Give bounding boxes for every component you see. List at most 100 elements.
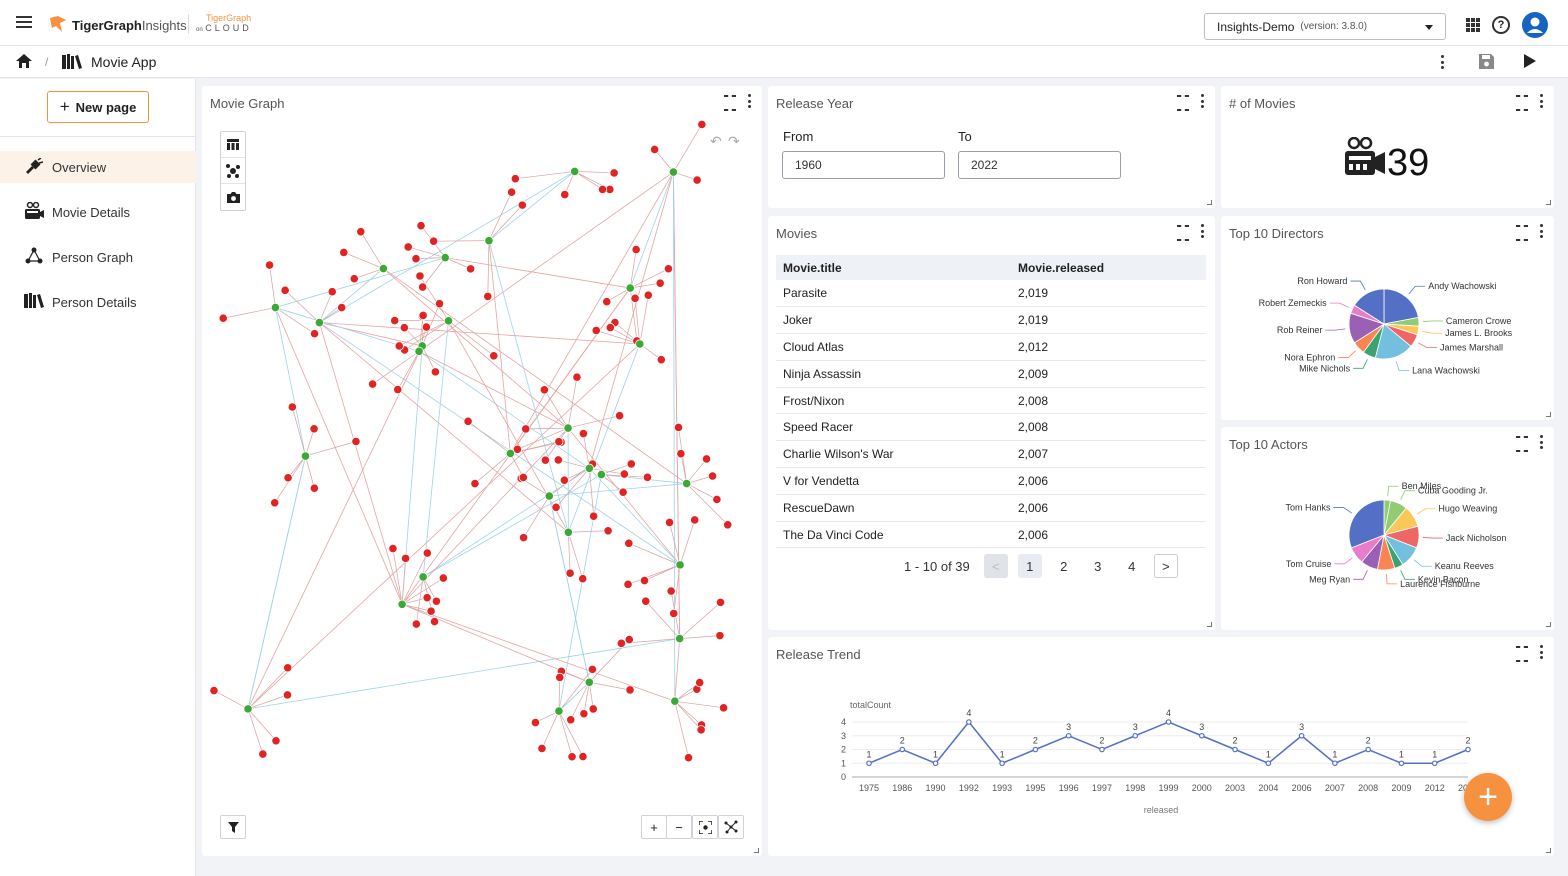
table-row[interactable]: Speed Racer 2,008 <box>776 413 1206 442</box>
y-tick-label: 1 <box>841 758 846 768</box>
data-point <box>1032 746 1039 753</box>
hamburger-menu-icon[interactable] <box>16 16 32 28</box>
fullscreen-icon[interactable] <box>724 95 736 107</box>
movie-node <box>554 706 564 716</box>
graph-layout-button[interactable] <box>718 815 744 839</box>
resize-handle[interactable] <box>1546 412 1551 417</box>
more-menu-icon[interactable] <box>1540 224 1544 238</box>
cell-released: 2,008 <box>1011 387 1206 415</box>
person-node <box>615 411 625 421</box>
app-menu-icon[interactable] <box>1441 55 1445 69</box>
table-row[interactable]: Charlie Wilson's War 2,007 <box>776 440 1206 469</box>
more-menu-icon[interactable] <box>1201 224 1205 238</box>
resize-handle[interactable] <box>754 848 759 853</box>
table-row[interactable]: RescueDawn 2,006 <box>776 494 1206 522</box>
data-label: 3 <box>1299 722 1304 732</box>
new-page-button[interactable]: + New page <box>47 91 149 123</box>
resize-handle[interactable] <box>1546 848 1551 853</box>
zoom-in-button[interactable]: + <box>641 815 667 839</box>
table-row[interactable]: V for Vendetta 2,006 <box>776 467 1206 495</box>
x-tick-label: 2006 <box>1292 783 1312 793</box>
graph-edge <box>319 322 403 605</box>
redo-icon[interactable]: ↷ <box>728 133 740 149</box>
person-node <box>697 119 707 130</box>
page-button-4[interactable]: 4 <box>1128 558 1136 574</box>
table-row[interactable]: Parasite 2,019 <box>776 280 1206 308</box>
more-menu-icon[interactable] <box>1201 94 1205 108</box>
camera-icon[interactable] <box>221 184 245 210</box>
zoom-out-button[interactable]: − <box>666 815 692 839</box>
resize-handle[interactable] <box>1207 200 1212 205</box>
column-header[interactable]: Movie.title <box>776 255 1011 280</box>
more-menu-icon[interactable] <box>1540 94 1544 108</box>
to-year-input[interactable]: 2022 <box>958 151 1121 179</box>
person-node <box>692 175 702 185</box>
sidebar-item-person-details[interactable]: Person Details <box>0 286 196 318</box>
table-row[interactable]: Frost/Nixon 2,008 <box>776 387 1206 415</box>
workspace-select[interactable]: Insights-Demo (version: 3.8.0) <box>1204 13 1446 40</box>
fullscreen-icon[interactable] <box>1516 95 1528 107</box>
fullscreen-icon[interactable] <box>1177 225 1189 237</box>
graph-edge <box>223 307 276 319</box>
apps-grid-icon[interactable] <box>1466 18 1480 32</box>
sidebar-item-movie-details[interactable]: Movie Details <box>0 196 196 228</box>
from-year-input[interactable]: 1960 <box>782 151 945 179</box>
filter-button[interactable] <box>220 815 246 839</box>
person-node <box>209 685 219 696</box>
table-row[interactable]: Ninja Assassin 2,009 <box>776 360 1206 388</box>
person-node <box>624 634 634 645</box>
table-view-icon[interactable] <box>221 132 245 158</box>
movie-node <box>270 302 281 313</box>
person-node <box>283 473 293 483</box>
person-node <box>624 538 634 548</box>
graph-edge <box>627 564 681 585</box>
account-avatar-icon[interactable] <box>1522 12 1548 41</box>
graph-edge <box>601 474 624 493</box>
pie-leader-line <box>1422 320 1443 322</box>
pie-leader-line <box>1353 359 1368 369</box>
sidebar-item-overview[interactable]: Overview <box>0 151 196 183</box>
person-node <box>631 245 641 255</box>
page-button-3[interactable]: 3 <box>1094 558 1102 574</box>
more-menu-icon[interactable] <box>1540 435 1544 449</box>
column-header[interactable]: Movie.released <box>1011 255 1206 280</box>
data-point <box>1365 746 1371 753</box>
play-icon[interactable] <box>1524 54 1536 68</box>
person-node <box>429 616 440 627</box>
page-button-2[interactable]: 2 <box>1060 558 1068 574</box>
next-page-button[interactable]: > <box>1153 554 1178 578</box>
add-widget-button[interactable]: + <box>1464 773 1512 821</box>
sidebar-item-person-graph[interactable]: Person Graph <box>0 241 196 273</box>
table-row[interactable]: The Da Vinci Code 2,006 <box>776 521 1206 549</box>
breadcrumb-separator: / <box>45 55 49 69</box>
resize-handle[interactable] <box>1546 622 1551 627</box>
resize-handle[interactable] <box>1207 622 1212 627</box>
table-row[interactable]: Cloud Atlas 2,012 <box>776 333 1206 361</box>
help-icon[interactable]: ? <box>1492 16 1510 34</box>
person-node <box>258 749 268 759</box>
resize-handle[interactable] <box>1546 200 1551 205</box>
table-row[interactable]: Joker 2,019 <box>776 306 1206 335</box>
fit-view-button[interactable] <box>692 815 718 839</box>
graph-edge <box>404 320 449 351</box>
person-node <box>411 619 421 629</box>
more-menu-icon[interactable] <box>748 94 752 108</box>
save-icon[interactable] <box>1479 54 1494 72</box>
person-node <box>618 487 628 497</box>
graph-edges <box>213 124 728 758</box>
prev-page-button[interactable]: < <box>983 554 1008 578</box>
movie-node <box>584 677 594 687</box>
graph-edge <box>568 530 609 533</box>
x-tick-label: 2004 <box>1258 783 1278 793</box>
graph-canvas[interactable] <box>208 118 756 798</box>
home-icon[interactable] <box>16 54 32 71</box>
pie-label: Robert Zemeckis <box>1259 298 1328 308</box>
undo-icon[interactable]: ↶ <box>710 133 722 149</box>
movie-node <box>544 491 554 501</box>
graph-edge <box>588 468 595 517</box>
page-button-1[interactable]: 1 <box>1017 554 1042 578</box>
graph-edge <box>541 710 560 749</box>
fullscreen-icon[interactable] <box>1177 95 1189 107</box>
layout-icon[interactable] <box>221 158 245 184</box>
more-menu-icon[interactable] <box>1540 645 1544 659</box>
